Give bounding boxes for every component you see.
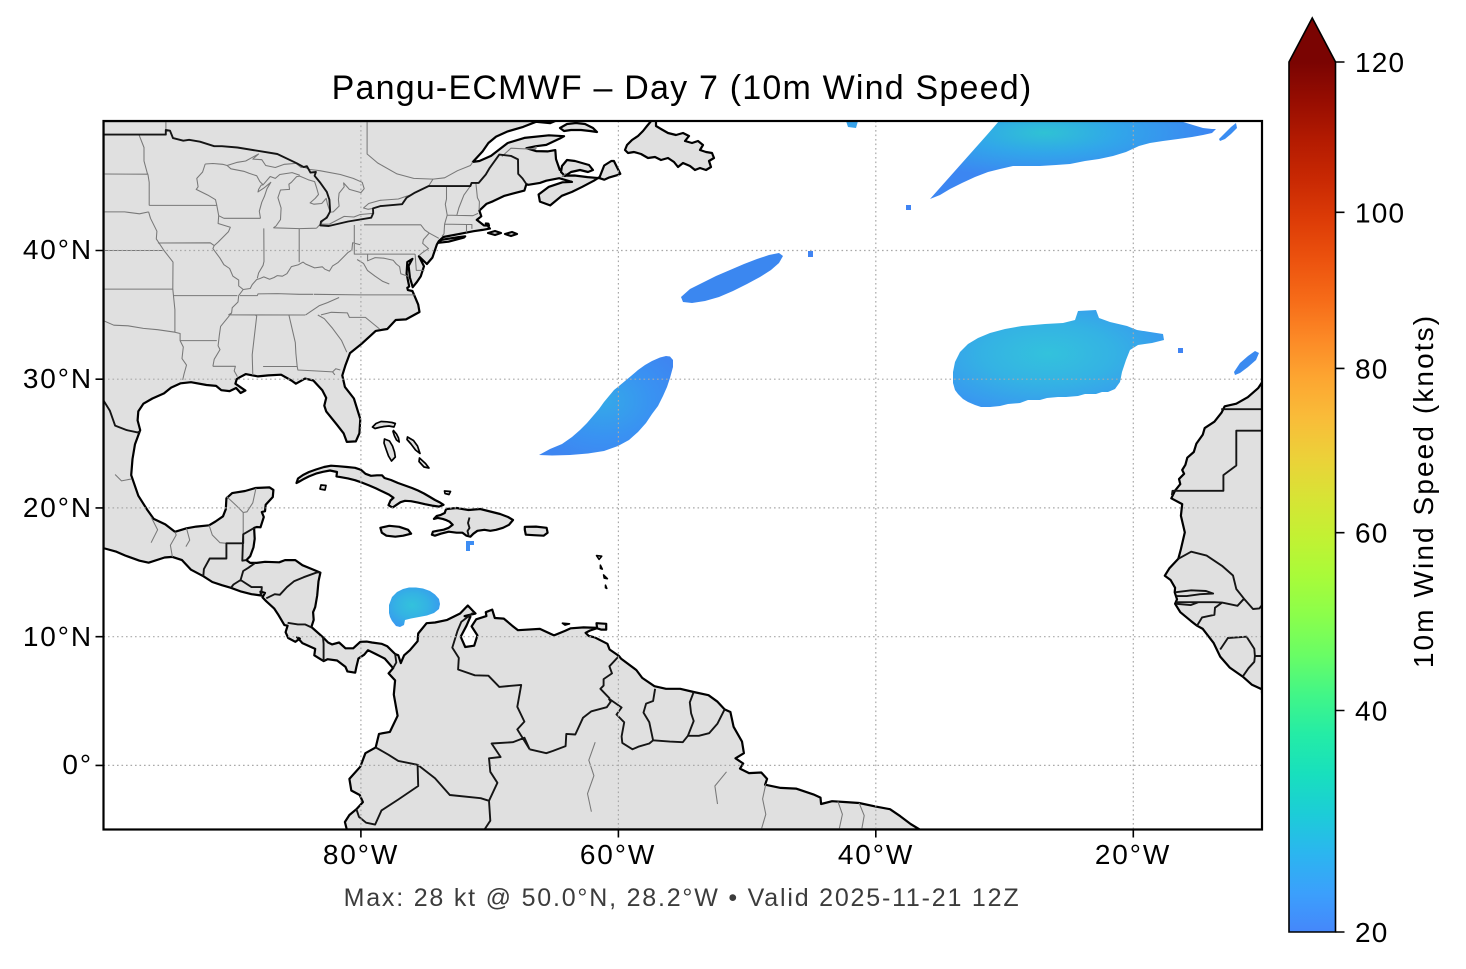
svg-text:Pangu-ECMWF – Day 7 (10m Wind: Pangu-ECMWF – Day 7 (10m Wind Speed) xyxy=(332,69,1033,107)
svg-text:40: 40 xyxy=(1355,696,1389,727)
svg-text:10m Wind Speed (knots): 10m Wind Speed (knots) xyxy=(1408,314,1439,668)
svg-text:30°N: 30°N xyxy=(23,363,93,394)
svg-text:20: 20 xyxy=(1355,917,1389,948)
svg-text:20°N: 20°N xyxy=(23,492,93,523)
svg-text:100: 100 xyxy=(1355,197,1405,228)
svg-text:10°N: 10°N xyxy=(23,621,93,652)
svg-text:Max: 28 kt @ 50.0°N, 28.2°W •: Max: 28 kt @ 50.0°N, 28.2°W • Valid 2025… xyxy=(344,884,1021,912)
svg-text:40°N: 40°N xyxy=(23,234,93,265)
svg-text:60°W: 60°W xyxy=(580,839,656,870)
svg-text:80°W: 80°W xyxy=(323,839,399,870)
svg-text:80: 80 xyxy=(1355,353,1389,384)
svg-text:0°: 0° xyxy=(62,749,93,780)
svg-text:60: 60 xyxy=(1355,518,1389,549)
svg-text:40°W: 40°W xyxy=(838,839,914,870)
svg-text:120: 120 xyxy=(1355,47,1405,78)
svg-text:20°W: 20°W xyxy=(1095,839,1171,870)
